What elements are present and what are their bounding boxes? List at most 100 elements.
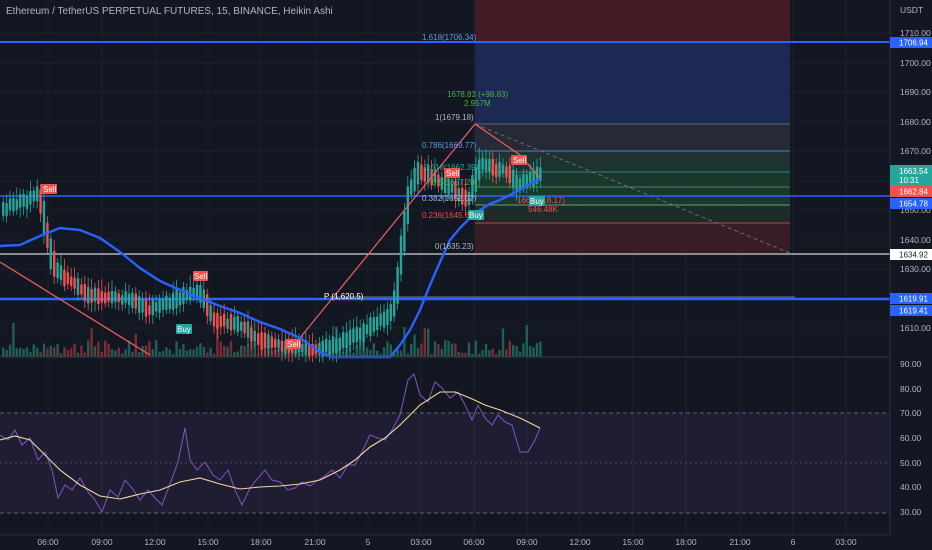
price-tick-label: 1710.00 (900, 28, 931, 38)
rsi-tick-label: 60.00 (900, 433, 922, 443)
candle-body (39, 189, 42, 214)
volume-bar (97, 341, 100, 357)
candle-body (518, 177, 522, 190)
time-tick-label: 06:00 (37, 537, 59, 547)
volume-bar (243, 346, 246, 357)
candle-body (121, 295, 124, 305)
candle-body (138, 296, 141, 313)
rsi-axis[interactable]: 90.00 80.00 70.00 60.00 50.00 40.00 30.00 (900, 359, 922, 517)
candle-body (413, 167, 416, 192)
volume-bar (73, 343, 76, 357)
position-tool[interactable] (474, 0, 791, 254)
candle-body (386, 309, 389, 326)
volume-bar (182, 344, 185, 357)
volume-bar (457, 351, 460, 357)
sell-signal[interactable]: Sell (287, 340, 301, 349)
fib-label-05: 0.5(1657.20) (432, 178, 478, 187)
time-tick-label: 5 (366, 537, 371, 547)
volume-bar (209, 347, 212, 357)
volume-bar (427, 328, 430, 357)
volume-bar (454, 343, 457, 357)
candle-body (168, 298, 171, 310)
candle-body (175, 289, 178, 308)
volume-bar (42, 343, 46, 357)
volume-bar (56, 344, 59, 357)
volume-bar (59, 353, 63, 357)
candle-body (134, 293, 137, 309)
volume-bar (53, 347, 56, 357)
time-axis[interactable]: 06:00 09:00 12:00 15:00 18:00 21:00 5 03:00 06:0… (37, 537, 857, 547)
buy-signal[interactable]: Buy (469, 211, 483, 220)
candle-body (182, 287, 185, 304)
volume-bar (393, 352, 396, 357)
buy-signal[interactable]: Buy (177, 325, 191, 334)
fib-label-0786: 0.786(1669.77) (422, 141, 477, 150)
rsi-tick-label: 40.00 (900, 482, 922, 492)
candle-body (403, 211, 406, 252)
candle-body (311, 343, 314, 355)
volume-bar (437, 344, 440, 357)
candle-body (114, 291, 117, 302)
candle-body (199, 285, 202, 303)
volume-bar (161, 350, 165, 357)
candle-body (22, 194, 25, 207)
volume-bar (127, 340, 131, 357)
fib-label-1618: 1.618(1706.34) (422, 33, 477, 42)
buy-signal[interactable]: Buy (530, 197, 544, 206)
candle-body (454, 181, 457, 200)
volume-bar (223, 345, 226, 357)
tag-pivot-b-bg (890, 305, 932, 316)
volume-bar (134, 333, 137, 357)
symbol-title[interactable]: Ethereum / TetherUS PERPETUAL FUTURES, 1… (6, 6, 333, 17)
candle-body (80, 284, 83, 295)
candle-body (219, 316, 222, 327)
candle-body (440, 177, 443, 190)
candle-body (396, 267, 399, 304)
volume-bar (529, 345, 532, 357)
volume-bar (467, 342, 471, 357)
candle-body (185, 289, 188, 300)
candle-body (141, 299, 144, 313)
volume-bar (141, 346, 144, 357)
fib-label-0: 0(1635.23) (435, 242, 474, 251)
time-tick-label: 21:00 (304, 537, 326, 547)
candle-body (335, 338, 338, 353)
volume-bar (369, 349, 372, 357)
candle-body (410, 179, 413, 195)
volume-bar (178, 348, 182, 357)
volume-bar (36, 347, 39, 357)
sell-signal[interactable]: Sell (513, 156, 527, 165)
trend-dashed-line (474, 123, 791, 254)
volume-bar (376, 350, 379, 357)
candle-body (321, 341, 324, 358)
volume-bar (389, 344, 392, 357)
sell-signal[interactable]: Sell (446, 169, 460, 178)
candle-body (437, 174, 440, 187)
sell-signal-bg (285, 339, 301, 349)
signal-markers[interactable]: Sell Sell Sell Sell Sell Buy Buy Buy (41, 155, 545, 349)
rsi-tick-label: 30.00 (900, 507, 922, 517)
candle-body (399, 235, 403, 275)
time-tick-label: 12:00 (569, 537, 591, 547)
sell-signal[interactable]: Sell (194, 272, 208, 281)
candle-body (97, 288, 100, 305)
candle-body (155, 302, 158, 312)
volume-bar (498, 350, 501, 357)
candle-body (529, 171, 532, 184)
volume-bar (535, 342, 539, 357)
candle-body (229, 314, 233, 331)
volume-bar (420, 343, 423, 357)
candle-body (83, 284, 86, 302)
candle-body (348, 329, 352, 346)
volume-bar (39, 352, 42, 357)
tag-top-line-bg (890, 37, 932, 48)
candle-body (491, 158, 494, 176)
candle-body (474, 167, 477, 192)
candle-body (12, 197, 15, 212)
candle-body (471, 175, 474, 200)
volume-bar (144, 345, 148, 357)
candle-body (36, 186, 39, 202)
sell-signal[interactable]: Sell (43, 185, 57, 194)
volume-bar (342, 352, 345, 357)
